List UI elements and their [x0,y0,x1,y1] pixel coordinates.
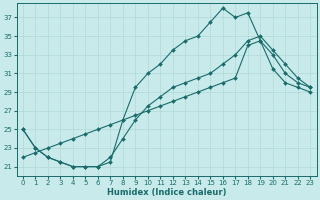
X-axis label: Humidex (Indice chaleur): Humidex (Indice chaleur) [107,188,226,197]
